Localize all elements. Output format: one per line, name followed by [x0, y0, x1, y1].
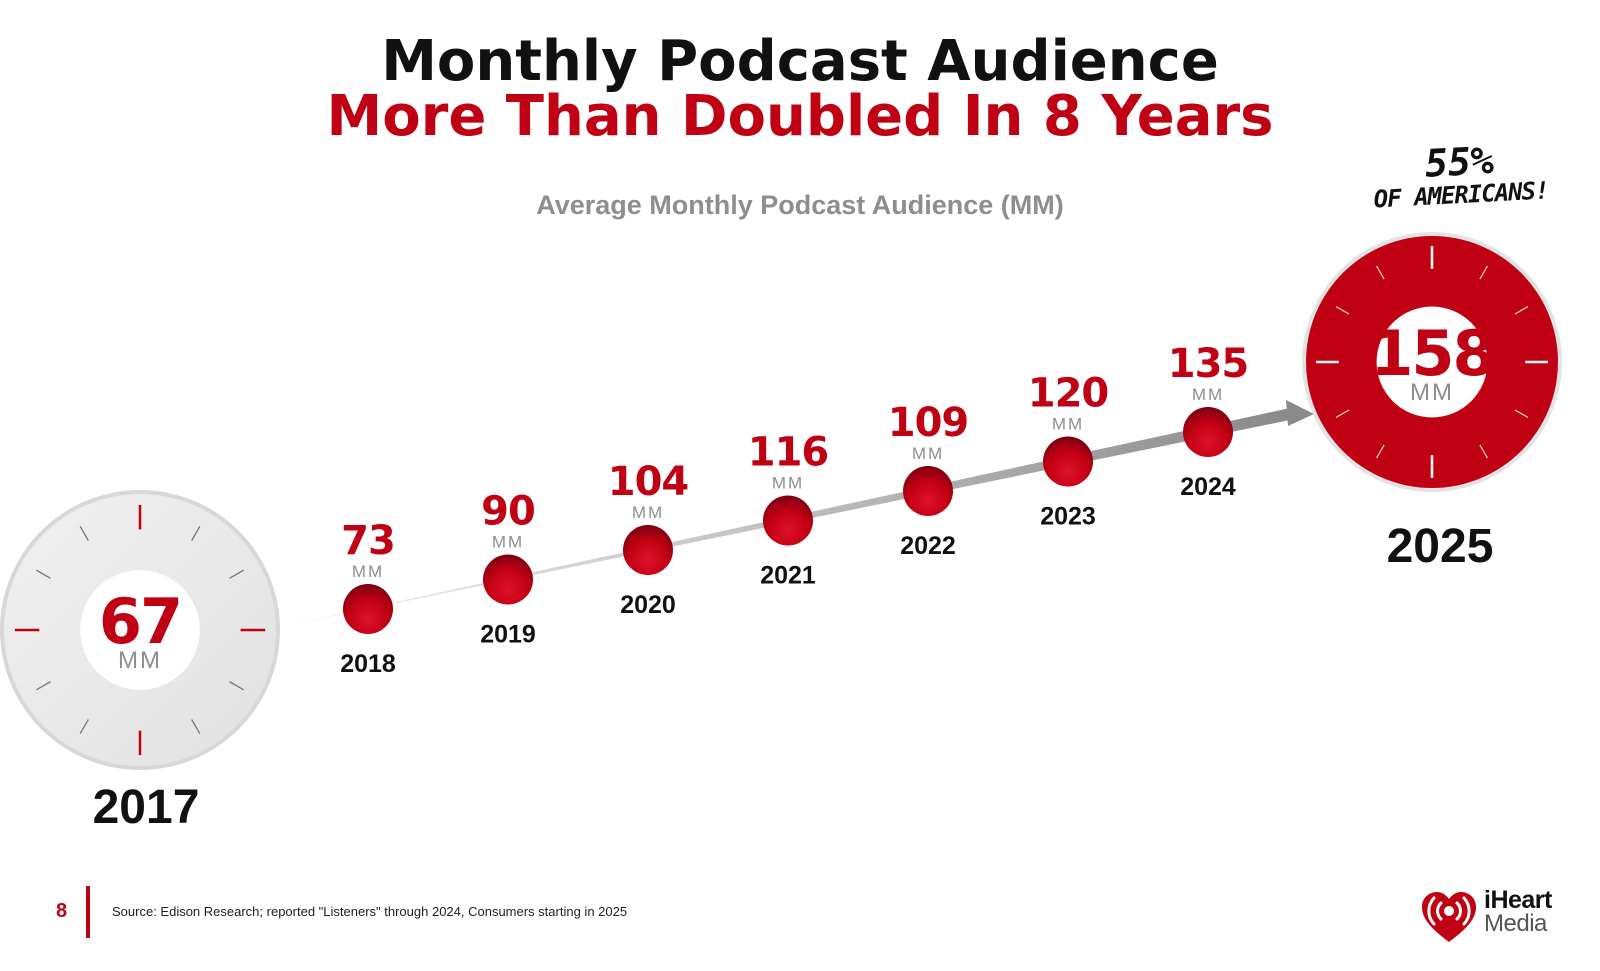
- category-label-2019: 2019: [480, 621, 536, 649]
- gauge-first: [0, 490, 280, 770]
- unit-label-2019: MM: [492, 533, 524, 552]
- gauge-first-tick: [191, 526, 201, 541]
- category-label-2024: 2024: [1180, 473, 1236, 501]
- source-note: Source: Edison Research; reported "Liste…: [112, 904, 628, 919]
- iheartmedia-logo: iHeart Media: [1418, 886, 1568, 946]
- category-label-2020: 2020: [620, 591, 676, 619]
- data-point-2018: [343, 584, 393, 634]
- chart-title: Average Monthly Podcast Audience (MM): [536, 190, 1064, 220]
- page-number: 8: [56, 900, 68, 922]
- unit-label-2018: MM: [352, 562, 384, 581]
- gauge-last-tick: [1375, 444, 1385, 459]
- category-label-2025: 2025: [1387, 520, 1494, 573]
- footer-divider: [86, 886, 90, 938]
- gauge-first-tick: [191, 719, 201, 734]
- gauge-last: [1302, 232, 1562, 492]
- value-label-2017: 67: [99, 585, 181, 658]
- category-label-2021: 2021: [760, 562, 816, 590]
- value-label-2020: 104: [608, 459, 689, 505]
- unit-label-2021: MM: [772, 474, 804, 493]
- gauge-first-tick: [79, 719, 89, 734]
- value-label-2023: 120: [1028, 371, 1109, 417]
- gauge-first-tick: [36, 569, 51, 579]
- gauge-first-tick: [79, 526, 89, 541]
- trend-arrowhead: [1286, 400, 1314, 426]
- gauge-last-center: [1376, 306, 1488, 418]
- gauge-last-tick: [1514, 409, 1529, 419]
- gauge-first-tick: [36, 681, 51, 691]
- gauge-last-tick: [1335, 305, 1350, 315]
- unit-label-2025: MM: [1410, 379, 1454, 406]
- gauge-first-tick: [229, 569, 244, 579]
- iheart-logo-icon: [1422, 892, 1476, 942]
- data-point-2021: [763, 495, 813, 546]
- unit-label-2023: MM: [1052, 415, 1084, 434]
- data-point-2023: [1043, 436, 1093, 487]
- gauge-last-tick: [1335, 409, 1350, 419]
- gauge-last-tick: [1479, 265, 1489, 280]
- data-point-2022: [903, 466, 953, 516]
- category-label-2018: 2018: [340, 650, 396, 678]
- value-label-2022: 109: [888, 400, 969, 446]
- data-point-2024: [1183, 407, 1233, 457]
- value-label-2021: 116: [748, 430, 829, 476]
- category-label-2023: 2023: [1040, 503, 1096, 531]
- gauge-last-tick: [1479, 444, 1489, 459]
- page-subtitle-red: More Than Doubled In 8 Years: [326, 84, 1274, 149]
- unit-label-2020: MM: [632, 503, 664, 522]
- page-title: Monthly Podcast Audience: [381, 29, 1219, 94]
- gauge-first-tick: [229, 681, 244, 691]
- gauge-last-tick: [1375, 265, 1385, 280]
- gauge-last-tick: [1514, 305, 1529, 315]
- value-label-2019: 90: [481, 489, 535, 535]
- data-point-2020: [623, 525, 673, 575]
- callout-55-percent: 55% OF AMERICANS!: [1343, 136, 1576, 214]
- category-label-2017: 2017: [93, 781, 200, 834]
- logo-text-media: Media: [1484, 910, 1547, 937]
- gauge-first-center: [80, 570, 200, 690]
- value-label-2018: 73: [341, 518, 395, 564]
- data-point-2019: [483, 554, 533, 605]
- value-label-2025: 158: [1370, 317, 1493, 390]
- unit-label-2022: MM: [912, 444, 944, 463]
- unit-label-2024: MM: [1192, 385, 1224, 404]
- unit-label-2017: MM: [118, 647, 162, 674]
- logo-text-iheart: iHeart: [1484, 886, 1552, 914]
- category-label-2022: 2022: [900, 532, 956, 560]
- value-label-2024: 135: [1168, 341, 1249, 387]
